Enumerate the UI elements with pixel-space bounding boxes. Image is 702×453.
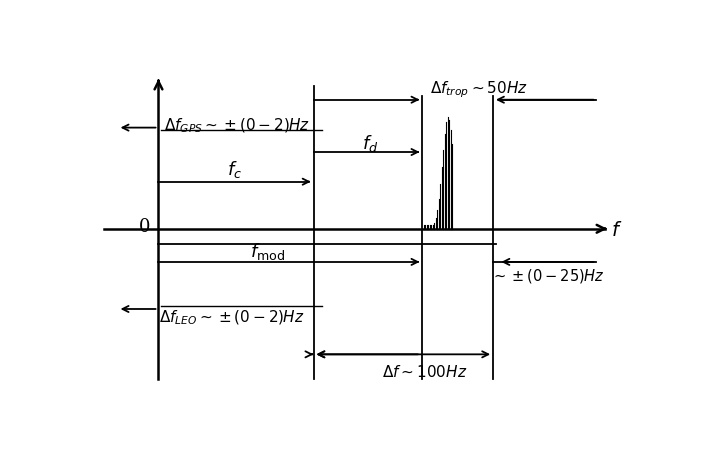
Text: $f_{\mathrm{mod}}$: $f_{\mathrm{mod}}$ — [250, 241, 285, 262]
Text: $\Delta f_{GPS} \sim \pm(0-2)Hz$: $\Delta f_{GPS} \sim \pm(0-2)Hz$ — [164, 117, 310, 135]
Text: 0: 0 — [139, 218, 151, 236]
Text: $\Delta f_{LEO} \sim \pm(0-2)Hz$: $\Delta f_{LEO} \sim \pm(0-2)Hz$ — [159, 308, 305, 327]
Text: $f$: $f$ — [611, 221, 622, 240]
Text: $\Delta f \sim 100Hz$: $\Delta f \sim 100Hz$ — [383, 364, 468, 380]
Text: $f_c$: $f_c$ — [227, 159, 242, 180]
Text: $f_d$: $f_d$ — [362, 133, 379, 154]
Text: $\Delta f_{trop} \sim 50Hz$: $\Delta f_{trop} \sim 50Hz$ — [430, 79, 529, 100]
Text: $\sim \pm(0-25)Hz$: $\sim \pm(0-25)Hz$ — [491, 267, 604, 285]
